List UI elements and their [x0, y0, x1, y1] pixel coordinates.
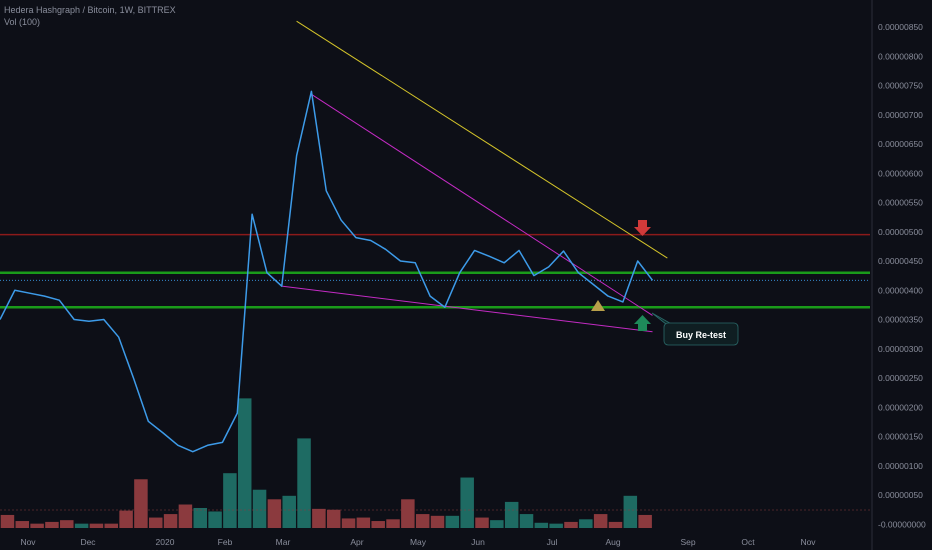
- x-tick-label: Dec: [80, 537, 96, 547]
- callout-label: Buy Re-test: [676, 330, 726, 340]
- volume-bar: [163, 514, 178, 528]
- x-axis[interactable]: Nov Dec 2020 Feb Mar Apr May Jun Jul Aug Sep Oct Nov: [20, 537, 816, 547]
- x-tick-label: Sep: [680, 537, 695, 547]
- volume-bar: [134, 479, 148, 528]
- volume-bar: [30, 523, 44, 528]
- y-tick-label: -0.00000000: [878, 519, 926, 529]
- x-tick-label: 2020: [156, 537, 175, 547]
- volume-bar: [45, 521, 59, 528]
- volume-bar: [430, 515, 445, 528]
- volume-bar: [623, 495, 638, 528]
- y-tick-label: 0.00000100: [878, 461, 923, 471]
- y-tick-label: 0.00000800: [878, 51, 923, 61]
- chart-header: Hedera Hashgraph / Bitcoin, 1W, BITTREX …: [4, 4, 176, 28]
- volume-bar: [519, 514, 534, 528]
- y-tick-label: 0.00000850: [878, 22, 923, 32]
- x-tick-label: Nov: [20, 537, 36, 547]
- volume-bar: [178, 504, 193, 528]
- callout-box: [663, 322, 739, 346]
- volume-bar: [297, 438, 311, 528]
- volume-bar: [119, 510, 133, 528]
- volume-bar: [341, 518, 356, 528]
- volume-bar: [460, 477, 474, 528]
- price-line: [0, 90, 654, 453]
- y-tick-label: 0.00000550: [878, 198, 923, 208]
- volume-bar: [475, 517, 489, 528]
- volume-bar: [386, 519, 400, 528]
- volume-bar: [282, 495, 296, 528]
- volume-bar: [60, 520, 74, 528]
- volume-bar: [608, 521, 623, 528]
- volume-bar: [74, 523, 89, 528]
- volume-bar: [0, 514, 15, 528]
- y-axis[interactable]: 0.00000850 0.00000800 0.00000750 0.00000700…: [871, 0, 932, 550]
- symbol-title: Hedera Hashgraph / Bitcoin, 1W, BITTREX: [4, 5, 176, 15]
- y-tick-label: 0.00000150: [878, 432, 923, 442]
- volume-bar: [504, 501, 519, 528]
- volume-bar: [445, 515, 460, 528]
- y-tick-label: 0.00000650: [878, 139, 923, 149]
- triangle-icon: [591, 300, 605, 311]
- volume-bar: [401, 499, 415, 528]
- volume-bar: [149, 517, 163, 528]
- volume-bar: [549, 523, 563, 528]
- y-axis-background: [872, 0, 932, 550]
- x-tick-label: Mar: [276, 537, 291, 547]
- x-tick-label: Feb: [218, 537, 233, 547]
- x-tick-label: Aug: [605, 537, 620, 547]
- y-tick-label: 0.00000300: [878, 344, 923, 354]
- x-tick-label: Apr: [350, 537, 363, 547]
- volume-bar: [371, 521, 385, 528]
- y-tick-label: 0.00000700: [878, 110, 923, 120]
- x-tick-label: Nov: [800, 537, 816, 547]
- sell-arrow-icon: [634, 220, 651, 236]
- volume-bar: [326, 509, 341, 528]
- volume-title: Vol (100): [4, 17, 41, 27]
- volume-bar: [193, 507, 207, 528]
- trend-line: [281, 285, 653, 333]
- volume-bar: [564, 521, 578, 528]
- volume-bar: [237, 398, 252, 528]
- trend-line: [296, 20, 668, 259]
- price-series: [0, 90, 654, 453]
- volume-bar: [252, 489, 267, 528]
- volume-bar: [89, 523, 104, 528]
- volume-bar: [534, 522, 549, 528]
- volume-bar: [490, 520, 504, 528]
- x-tick-label: Jul: [547, 537, 558, 547]
- volume-bars: [0, 398, 870, 528]
- volume-bar: [223, 473, 237, 528]
- volume-bar: [312, 508, 326, 528]
- trend-lines: [281, 20, 668, 333]
- trend-line: [311, 93, 653, 316]
- volume-bar: [579, 519, 593, 528]
- y-tick-label: 0.00000450: [878, 256, 923, 266]
- volume-bar: [15, 521, 30, 528]
- y-tick-label: 0.00000050: [878, 490, 923, 500]
- markers: [591, 220, 651, 331]
- volume-bar: [593, 514, 608, 528]
- y-tick-label: 0.00000250: [878, 373, 923, 383]
- buy-retest-callout: Buy Re-test: [651, 312, 739, 346]
- volume-bar: [267, 499, 282, 528]
- volume-bar: [415, 514, 430, 528]
- volume-bar: [208, 511, 222, 528]
- y-tick-label: 0.00000600: [878, 168, 923, 178]
- x-tick-label: Oct: [741, 537, 755, 547]
- x-tick-label: Jun: [471, 537, 485, 547]
- x-tick-label: May: [410, 537, 427, 547]
- volume-bar: [638, 514, 652, 528]
- y-tick-label: 0.00000200: [878, 402, 923, 412]
- y-tick-label: 0.00000500: [878, 227, 923, 237]
- y-tick-label: 0.00000350: [878, 315, 923, 325]
- volume-bar: [104, 523, 119, 528]
- y-tick-label: 0.00000750: [878, 81, 923, 91]
- volume-bar: [356, 517, 371, 528]
- y-tick-label: 0.00000400: [878, 285, 923, 295]
- buy-arrow-icon: [634, 315, 651, 331]
